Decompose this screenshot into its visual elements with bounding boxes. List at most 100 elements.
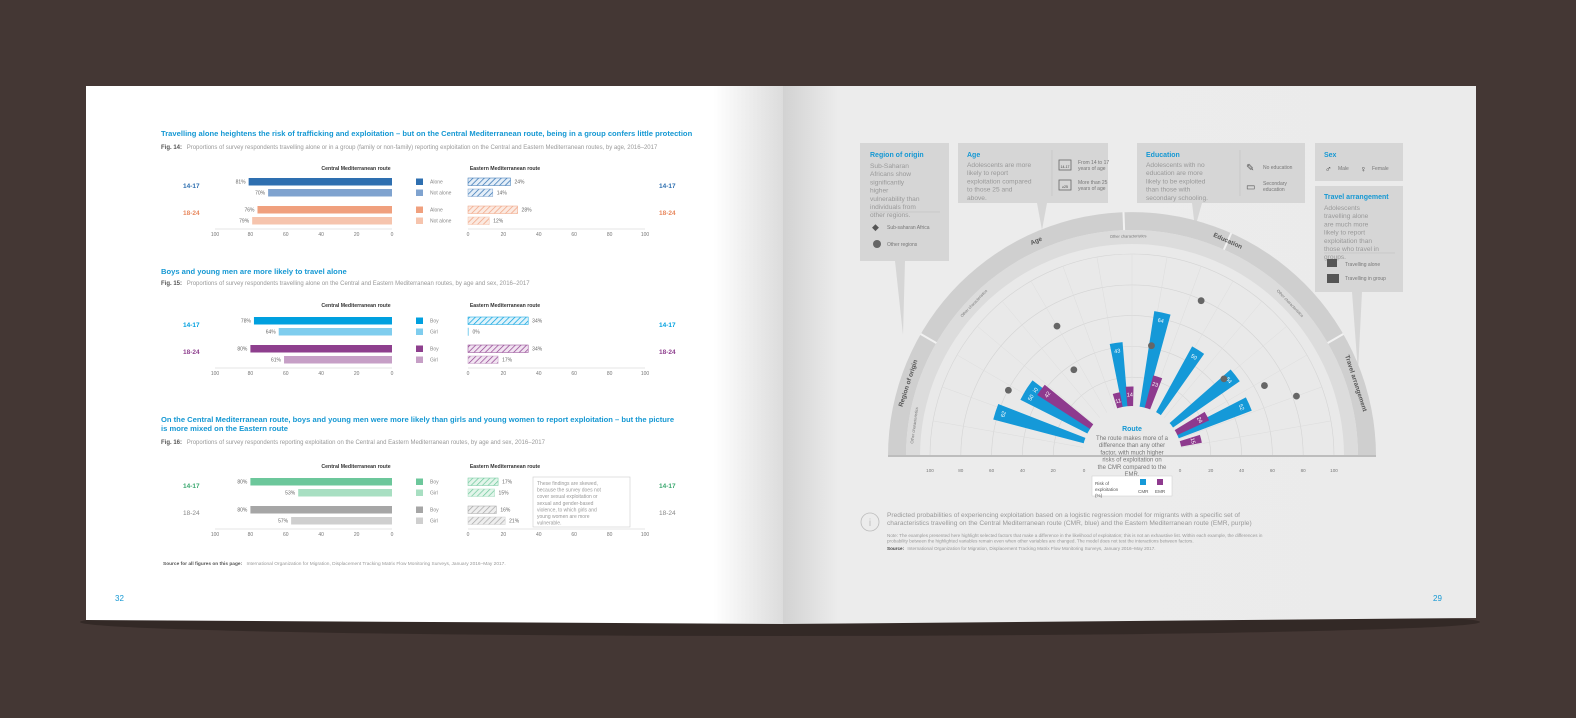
cmr-value-label: 80% <box>237 480 248 486</box>
text-line: violence, to which girls and <box>537 507 597 513</box>
emr-tick-label: 40 <box>536 232 542 238</box>
cmr-bar <box>252 217 392 225</box>
text-line: groups. <box>1324 254 1346 261</box>
cmr-bar <box>1174 397 1252 439</box>
cmr-bar <box>284 356 392 364</box>
fig15-caption-text: Proportions of survey respondents travel… <box>187 281 531 287</box>
fig16-emr-title: Eastern Mediterranean route <box>470 464 540 470</box>
emr-bar-label: 11 <box>1115 398 1122 405</box>
emr-tick-label: 100 <box>641 371 650 377</box>
emr-value-label: 14% <box>497 191 508 197</box>
cmr-bar <box>1020 387 1092 435</box>
right-note: Note: The examples presented here highli… <box>887 533 1263 544</box>
person-icon <box>416 517 423 524</box>
text-line: Adolescents <box>1324 205 1361 212</box>
person-icon <box>416 506 423 513</box>
cmr-tick-label: 20 <box>354 371 360 377</box>
fig16-caption: Fig. 16: Proportions of survey responden… <box>161 440 546 446</box>
legend-label: Girl <box>430 330 438 336</box>
fig15-caption: Fig. 15: Proportions of survey responden… <box>161 281 530 287</box>
radial-gridline <box>1001 301 1102 420</box>
emr-bar <box>1125 386 1134 409</box>
radial-gridline <box>977 325 1096 426</box>
emr-tick-label: 60 <box>571 371 577 377</box>
text-line: years of age <box>1078 166 1106 172</box>
text-line: vulnerability than <box>870 196 920 203</box>
education-title: Education <box>1146 152 1180 159</box>
emr-tick-label: 60 <box>571 232 577 238</box>
radial-gridline <box>1030 280 1109 415</box>
calendar-icon-14-17 <box>1058 159 1072 171</box>
radial-tick-label: 20 <box>1051 468 1057 473</box>
cmr-bar-label: 50 <box>1189 353 1197 361</box>
characteristic-icon <box>1148 342 1155 350</box>
radial-tick-label: 80 <box>958 468 964 473</box>
emr-value-label: 34% <box>532 319 543 325</box>
travel-title: Travel arrangement <box>1324 194 1389 201</box>
text-line: education are more <box>1146 170 1203 177</box>
cmr-bar <box>291 517 392 525</box>
group-label: 18-24 <box>659 349 676 356</box>
cmr-value-label: 76% <box>244 208 255 214</box>
risk-legend-label: Risk of exploitation (%) <box>1095 481 1119 498</box>
cmr-tick-label: 20 <box>354 232 360 238</box>
emr-tick-label: 40 <box>536 532 542 538</box>
luggage-icon <box>416 189 423 196</box>
no-education-icon: ✎ <box>1246 163 1254 174</box>
emr-value-label: 12% <box>493 219 504 225</box>
travel-box: Travel arrangement Adolescents travelling… <box>1315 186 1403 372</box>
cmr-bar <box>253 317 392 325</box>
emr-tick-label: 100 <box>641 232 650 238</box>
characteristic-icon <box>1053 322 1061 330</box>
emr-swatch <box>1157 479 1163 485</box>
education-text: Adolescents with no education are more lik… <box>1146 162 1208 202</box>
luggage-icon <box>416 217 423 224</box>
characteristic-icon <box>1004 386 1012 394</box>
emr-value-label: 28% <box>522 208 533 214</box>
emr-bar <box>467 344 529 353</box>
cmr-bar-label: 52 <box>1237 404 1245 412</box>
radial-gridline <box>1179 420 1331 448</box>
fig16-cmr-title: Central Mediterranean route <box>321 464 390 470</box>
fig14-heading: Travelling alone heightens the risk of t… <box>161 129 693 138</box>
age-legend-1: From 14 to 17 years of age <box>1078 160 1109 172</box>
text-line: likely to report <box>1324 230 1365 237</box>
text-line: cover sexual exploitation or <box>537 494 598 500</box>
sex-title: Sex <box>1324 152 1337 159</box>
radial-tick-label: 60 <box>1270 468 1276 473</box>
calendar-icon-25-plus-label: ≥25 <box>1062 185 1068 189</box>
emr-tick-label: 20 <box>501 532 507 538</box>
text-line: young women are more <box>537 514 590 520</box>
emr-tick-label: 0 <box>467 371 470 377</box>
group-label: 18-24 <box>183 349 200 356</box>
emr-bar <box>467 316 529 325</box>
emr-bar <box>1037 384 1095 431</box>
legend-label: Girl <box>430 358 438 364</box>
route-box: Route The route makes more of a differenc… <box>1096 426 1169 478</box>
age-box: Age Adolescents are more likely to report… <box>958 143 1109 230</box>
cmr-tick-label: 0 <box>391 371 394 377</box>
group-label: 14-17 <box>183 483 200 490</box>
cmr-value-label: 81% <box>236 180 247 186</box>
text-line: factor, with much higher <box>1100 450 1163 456</box>
text-line: The route makes more of a <box>1096 436 1169 442</box>
left-source: Source for all figures on this page: Int… <box>163 561 506 567</box>
characteristic-icon <box>1220 375 1228 383</box>
luggage-icon-alone <box>1327 259 1337 267</box>
segment-label: Age <box>1029 235 1043 246</box>
person-icon <box>416 478 423 485</box>
fig16-note-box <box>532 476 631 528</box>
emr-bar <box>1144 375 1163 412</box>
fig14-caption: Fig. 14: Proportions of survey responden… <box>161 145 658 151</box>
text-line: From 14 to 17 <box>1078 160 1109 166</box>
cmr-bar <box>268 189 392 197</box>
sex-box: Sex ♂ Male ♀ Female <box>1315 143 1403 181</box>
cmr-tick-label: 0 <box>391 532 394 538</box>
text-line: secondary schooling. <box>1146 195 1208 202</box>
cmr-tick-label: 80 <box>248 532 254 538</box>
text-line: sexual and gender-based <box>537 501 594 507</box>
text-line: are much more <box>1324 221 1369 228</box>
radial-tick-label: 0 <box>1179 468 1182 473</box>
fig16-note: These findings are skewed, because the su… <box>537 481 602 527</box>
